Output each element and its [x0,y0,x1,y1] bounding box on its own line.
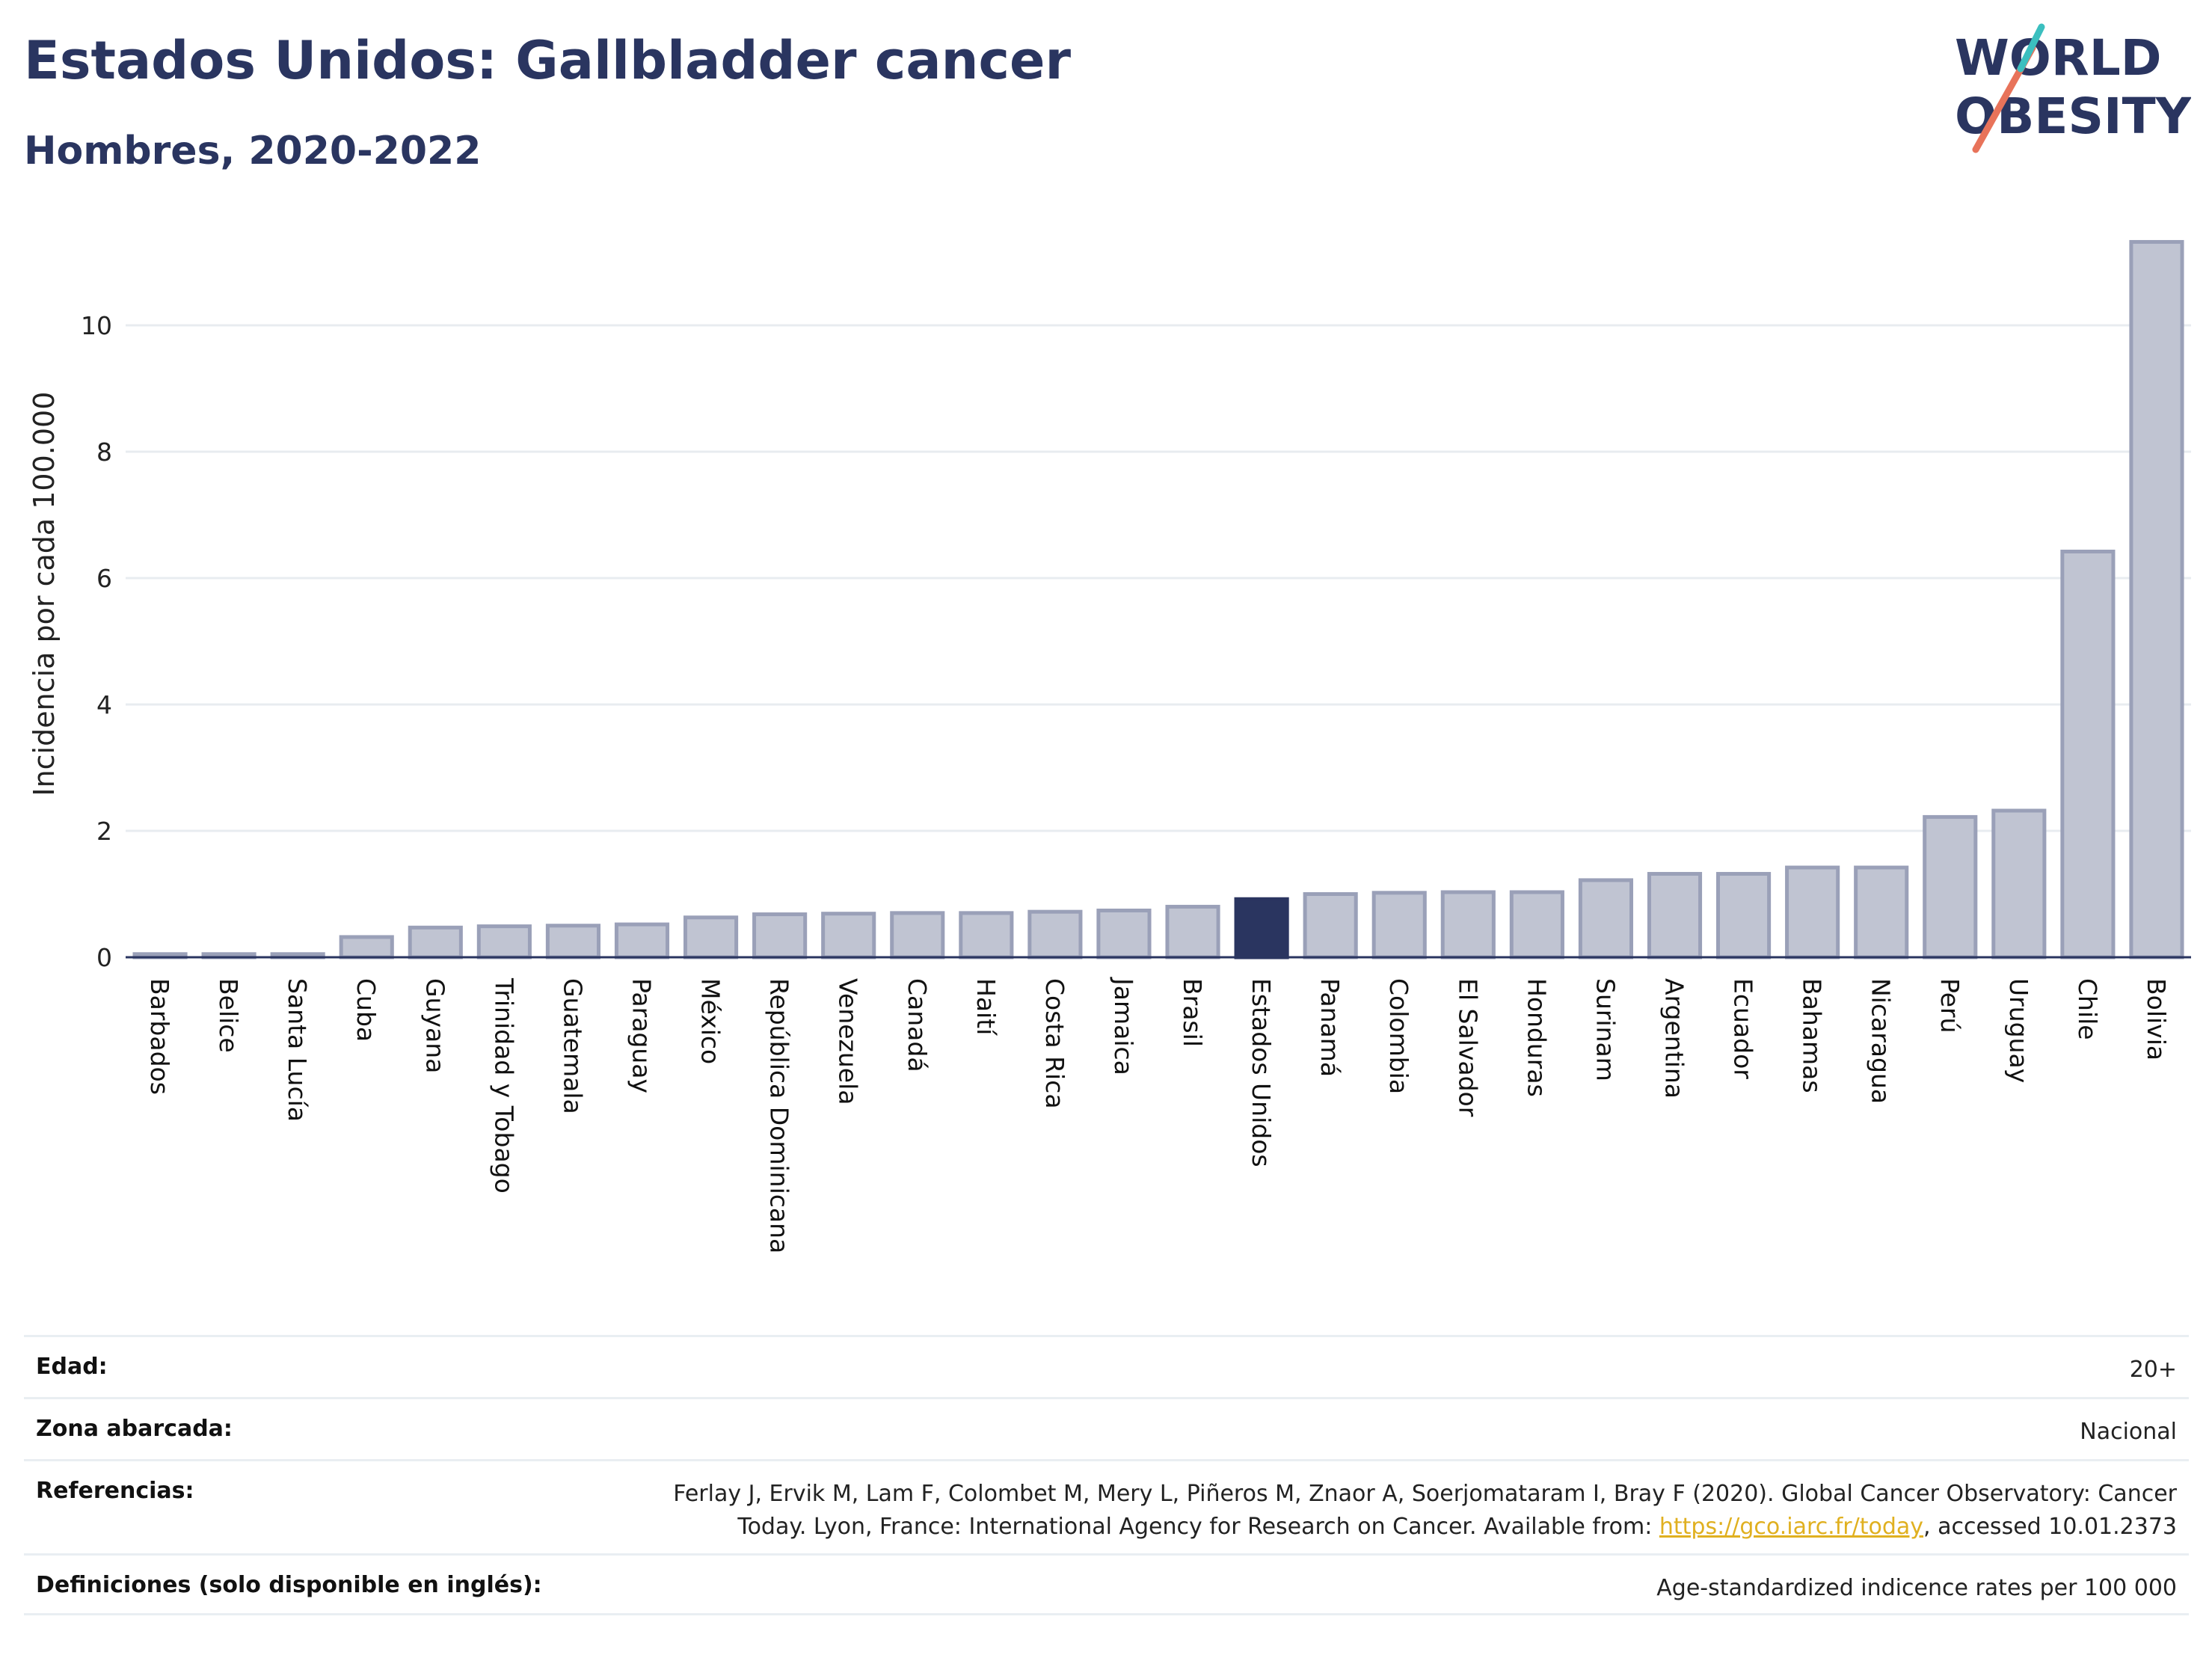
x-tick-label: Bahamas [1798,978,1827,1093]
bar-panamá [1303,892,1358,959]
svg-text:WORLD: WORLD [1955,29,2162,87]
references-label: Referencias: [36,1478,194,1504]
info-row-age: Edad: 20+ [24,1335,2189,1397]
definitions-label: Definiciones (solo disponible en inglés)… [36,1572,542,1598]
y-tick-label: 2 [96,817,112,846]
x-tick-label: El Salvador [1453,978,1482,1117]
bar-canadá [890,911,945,959]
y-tick-label: 0 [96,943,112,972]
bar-haití [959,911,1014,959]
x-tick-label: Paraguay [627,978,657,1093]
x-tick-label: República Dominicana [765,978,794,1253]
bar-uruguay [1991,808,2047,959]
x-tick-label: Surinam [1591,978,1620,1081]
x-tick-label: Colombia [1384,978,1413,1094]
bar-ecuador [1716,871,1772,959]
x-tick-label: Venezuela [834,978,863,1105]
bar-trinidad-y-tobago [476,924,532,959]
references-line2-post: , accessed 10.01.2373 [1923,1514,2177,1540]
x-tick-label: Santa Lucía [283,978,312,1122]
y-tick-label: 8 [96,437,112,467]
x-tick-label: Barbados [145,978,174,1095]
info-table: Edad: 20+ Zona abarcada: Nacional Refere… [24,1335,2189,1615]
bar-chart: 0 2 4 6 8 10 Incidencia por cada 100.000 Barbad… [28,239,2191,1253]
x-tick-label: Perú [1935,978,1964,1034]
references-line1: Ferlay J, Ervik M, Lam F, Colombet M, Me… [673,1481,2177,1507]
bar-jamaica [1096,908,1152,959]
bar-venezuela [821,912,876,959]
x-tick-label: Guyana [420,978,449,1073]
bar-méxico [683,915,739,959]
x-tick-label: México [696,978,725,1064]
x-tick-label: Ecuador [1729,978,1758,1079]
x-tick-label: Honduras [1522,978,1551,1097]
x-tick-label: Costa Rica [1040,978,1069,1109]
references-value: Ferlay J, Ervik M, Lam F, Colombet M, Me… [673,1478,2177,1544]
age-value: 20+ [2129,1357,2177,1383]
coverage-label: Zona abarcada: [36,1416,233,1442]
x-tick-label: Belice [214,978,243,1053]
x-tick-label: Guatemala [558,978,587,1114]
bar-el-salvador [1440,890,1496,959]
x-tick-label: Brasil [1178,978,1207,1047]
info-row-definitions: Definiciones (solo disponible en inglés)… [24,1553,2189,1615]
bar-bahamas [1785,865,1840,959]
x-tick-label: Estados Unidos [1247,978,1276,1167]
age-label: Edad: [36,1354,108,1380]
bar-perú [1923,814,1978,959]
bar-república-dominicana [752,912,808,959]
x-tick-label: Canadá [903,978,932,1072]
references-line2-pre: Today. Lyon, France: International Agenc… [737,1514,1659,1540]
coverage-value: Nacional [2080,1419,2177,1445]
definitions-value: Age-standardized indicence rates per 100… [1656,1575,2177,1601]
info-row-coverage: Zona abarcada: Nacional [24,1397,2189,1459]
bar-estados-unidos [1234,897,1289,959]
y-tick-label: 4 [96,690,112,719]
bar-bolivia [2129,239,2184,959]
world-obesity-logo: WORLD OBESITY [1955,23,2191,153]
x-tick-label: Haití [971,978,1001,1037]
chart-subtitle: Hombres, 2020-2022 [24,129,482,174]
bar-chile [2060,550,2116,959]
x-tick-label: Chile [2073,978,2102,1040]
bar-surinam [1578,878,1633,959]
bar-guatemala [545,924,600,959]
x-tick-label: Panamá [1315,978,1345,1077]
x-tick-label: Uruguay [2004,978,2033,1083]
y-axis-title: Incidencia por cada 100.000 [28,392,61,796]
x-tick-label: Trinidad y Tobago [489,977,518,1194]
y-tick-label: 6 [96,564,112,593]
chart-title: Estados Unidos: Gallbladder cancer [24,30,1071,91]
x-tick-label: Nicaragua [1867,978,1896,1104]
bar-paraguay [614,922,670,959]
bar-nicaragua [1854,865,1909,959]
y-tick-label: 10 [81,311,112,340]
bar-brasil [1165,904,1220,959]
bar-guyana [408,925,463,959]
bar-argentina [1647,871,1703,959]
bar-honduras [1509,890,1564,959]
bar-colombia [1371,891,1427,959]
bar-cuba [339,935,394,959]
x-tick-label: Argentina [1660,978,1689,1099]
x-tick-label: Bolivia [2142,978,2171,1060]
x-tick-label: Cuba [351,978,381,1042]
info-row-references: Referencias: Ferlay J, Ervik M, Lam F, C… [24,1459,2189,1553]
x-tick-label: Jamaica [1109,977,1138,1075]
bar-costa-rica [1027,909,1083,959]
references-link[interactable]: https://gco.iarc.fr/today [1659,1514,1924,1540]
